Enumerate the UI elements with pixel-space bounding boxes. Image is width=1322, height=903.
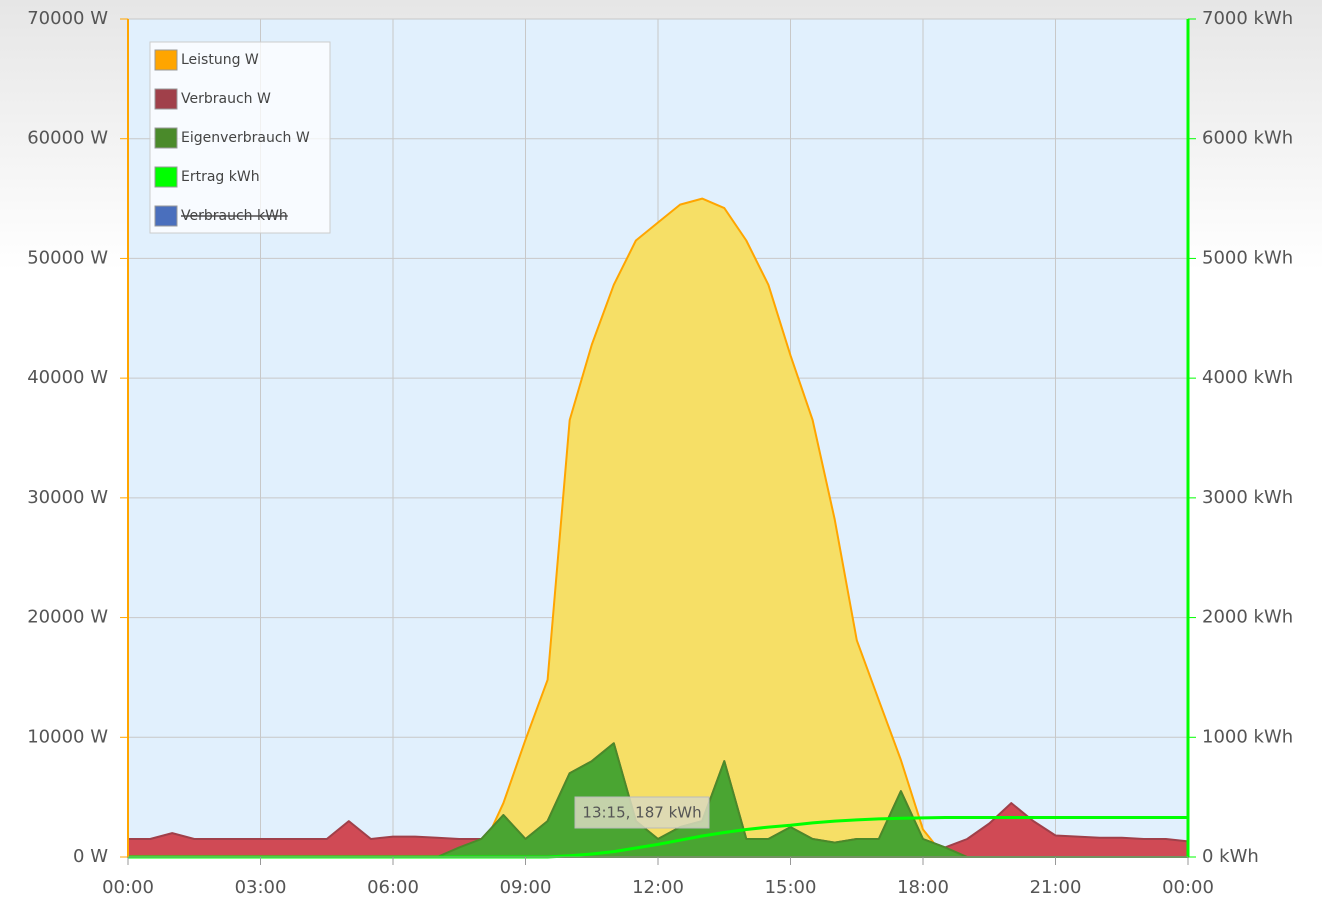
legend-swatch	[154, 49, 178, 71]
x-tick-label: 06:00	[367, 877, 419, 898]
y-tick-label: 20000 W	[27, 607, 108, 628]
tooltip: 13:15, 187 kWh	[574, 796, 710, 829]
legend-swatch	[154, 127, 178, 149]
y-tick-label: 30000 W	[27, 487, 108, 508]
y-tick-label: 0 W	[73, 846, 108, 867]
legend-label: Verbrauch W	[181, 91, 271, 107]
x-tick-label: 21:00	[1030, 877, 1082, 898]
x-tick-label: 09:00	[500, 877, 552, 898]
y2-tick-label: 3000 kWh	[1202, 487, 1293, 508]
y2-tick-label: 5000 kWh	[1202, 247, 1293, 268]
legend-label: Eigenverbrauch W	[181, 130, 310, 146]
tooltip-text: 13:15, 187 kWh	[582, 804, 701, 822]
x-tick-label: 15:00	[765, 877, 817, 898]
legend-swatch	[154, 166, 178, 188]
x-tick-label: 00:00	[1162, 877, 1214, 898]
y-tick-label: 70000 W	[27, 8, 108, 29]
x-tick-label: 12:00	[632, 877, 684, 898]
legend-label: Verbrauch kWh	[181, 208, 288, 224]
y-tick-label: 40000 W	[27, 367, 108, 388]
x-tick-label: 03:00	[235, 877, 287, 898]
y2-tick-label: 6000 kWh	[1202, 128, 1293, 149]
y2-tick-label: 7000 kWh	[1202, 8, 1293, 29]
x-tick-label: 00:00	[102, 877, 154, 898]
x-tick-label: 18:00	[897, 877, 949, 898]
legend: Leistung W Verbrauch W Eigenverbrauch W Ert…	[149, 41, 331, 234]
legend-swatch	[154, 205, 178, 227]
y-tick-label: 10000 W	[27, 726, 108, 747]
y2-tick-label: 1000 kWh	[1202, 726, 1293, 747]
legend-swatch	[154, 88, 178, 110]
y2-tick-label: 4000 kWh	[1202, 367, 1293, 388]
legend-label: Leistung W	[181, 52, 259, 68]
y-tick-label: 50000 W	[27, 247, 108, 268]
tooltip-box	[574, 796, 710, 829]
legend-label: Ertrag kWh	[181, 169, 260, 185]
y2-tick-label: 0 kWh	[1202, 846, 1259, 867]
y-tick-label: 60000 W	[27, 128, 108, 149]
legend-box	[149, 41, 331, 234]
y2-tick-label: 2000 kWh	[1202, 607, 1293, 628]
